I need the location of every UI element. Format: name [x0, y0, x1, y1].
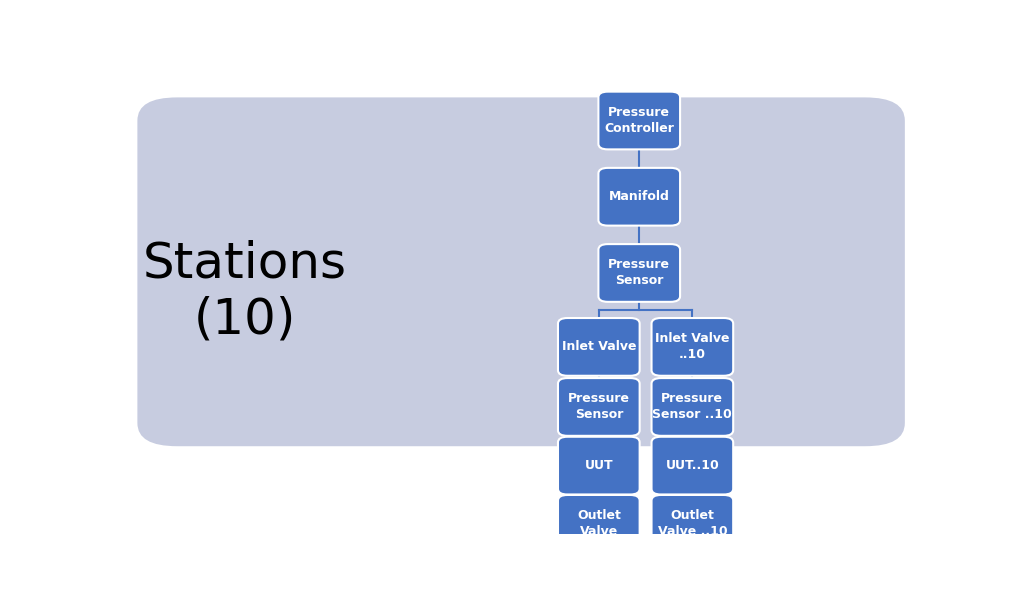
Text: Inlet Valve: Inlet Valve [562, 340, 636, 353]
Text: UUT..10: UUT..10 [666, 459, 719, 472]
FancyBboxPatch shape [558, 318, 639, 376]
Text: Outlet
Valve ..10: Outlet Valve ..10 [658, 509, 727, 538]
FancyBboxPatch shape [598, 244, 680, 302]
FancyBboxPatch shape [558, 378, 639, 436]
Text: Inlet Valve
..10: Inlet Valve ..10 [655, 332, 729, 361]
FancyBboxPatch shape [598, 92, 680, 149]
Text: Pressure
Sensor ..10: Pressure Sensor ..10 [653, 392, 732, 421]
FancyBboxPatch shape [558, 495, 639, 553]
FancyBboxPatch shape [598, 168, 680, 226]
Text: Pressure
Controller: Pressure Controller [605, 106, 674, 135]
FancyBboxPatch shape [558, 437, 639, 494]
Text: Stations
(10): Stations (10) [143, 239, 347, 343]
FancyBboxPatch shape [652, 437, 733, 494]
FancyBboxPatch shape [137, 97, 905, 446]
FancyBboxPatch shape [652, 318, 733, 376]
Text: Pressure
Sensor: Pressure Sensor [609, 259, 670, 287]
FancyBboxPatch shape [652, 378, 733, 436]
Text: Outlet
Valve: Outlet Valve [577, 509, 621, 538]
Text: Pressure
Sensor: Pressure Sensor [568, 392, 630, 421]
Text: Manifold: Manifold [609, 190, 670, 203]
FancyBboxPatch shape [652, 495, 733, 553]
Text: UUT: UUT [584, 459, 613, 472]
